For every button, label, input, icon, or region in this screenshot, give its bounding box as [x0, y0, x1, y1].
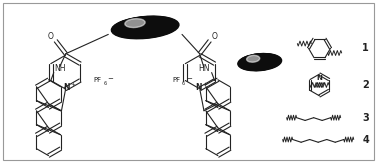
Ellipse shape [251, 58, 262, 62]
Ellipse shape [245, 56, 271, 66]
Ellipse shape [112, 16, 178, 38]
Ellipse shape [121, 19, 165, 34]
Text: +: + [202, 82, 207, 88]
Ellipse shape [134, 22, 146, 26]
Ellipse shape [238, 54, 282, 71]
Ellipse shape [239, 54, 279, 70]
Ellipse shape [250, 58, 263, 63]
Text: −: − [107, 76, 113, 82]
Text: N: N [196, 83, 202, 92]
Ellipse shape [122, 19, 163, 33]
Ellipse shape [118, 18, 169, 35]
Text: 2: 2 [362, 80, 369, 90]
Ellipse shape [123, 19, 162, 32]
Ellipse shape [116, 17, 172, 36]
Ellipse shape [128, 21, 155, 30]
Ellipse shape [247, 56, 269, 65]
Ellipse shape [131, 22, 150, 28]
Ellipse shape [247, 57, 268, 65]
Ellipse shape [114, 17, 176, 37]
Text: NH: NH [54, 64, 66, 73]
Ellipse shape [247, 55, 260, 62]
Text: 1: 1 [362, 43, 369, 53]
Ellipse shape [125, 19, 145, 28]
Ellipse shape [244, 55, 273, 67]
Ellipse shape [130, 21, 152, 29]
Ellipse shape [126, 20, 157, 31]
Ellipse shape [246, 56, 270, 66]
Text: +: + [70, 82, 75, 88]
Text: PF: PF [93, 77, 101, 83]
Ellipse shape [251, 58, 262, 62]
Ellipse shape [238, 54, 281, 70]
Text: O: O [48, 32, 54, 41]
Ellipse shape [124, 20, 159, 31]
Ellipse shape [132, 22, 148, 27]
Ellipse shape [242, 55, 275, 68]
Text: 6: 6 [182, 82, 185, 87]
Ellipse shape [247, 56, 268, 65]
Ellipse shape [120, 19, 166, 34]
Ellipse shape [244, 56, 272, 67]
Ellipse shape [248, 57, 267, 64]
Text: N: N [317, 75, 322, 81]
Ellipse shape [119, 18, 167, 34]
Ellipse shape [111, 16, 179, 39]
Ellipse shape [241, 54, 278, 69]
Text: PF: PF [172, 77, 180, 83]
Ellipse shape [124, 20, 161, 32]
Ellipse shape [121, 19, 164, 33]
Ellipse shape [253, 58, 260, 61]
Ellipse shape [252, 58, 261, 62]
Text: O: O [212, 32, 218, 41]
Ellipse shape [129, 21, 154, 29]
Ellipse shape [248, 57, 266, 64]
Ellipse shape [240, 54, 279, 69]
Ellipse shape [129, 21, 153, 29]
Ellipse shape [133, 22, 147, 27]
Ellipse shape [253, 58, 259, 61]
Text: −: − [186, 76, 192, 82]
Ellipse shape [243, 55, 274, 67]
Ellipse shape [115, 17, 173, 37]
Ellipse shape [250, 57, 265, 63]
Ellipse shape [239, 54, 280, 70]
Text: 6: 6 [103, 82, 106, 87]
Ellipse shape [241, 54, 277, 69]
Ellipse shape [113, 17, 177, 38]
Ellipse shape [118, 18, 170, 35]
Ellipse shape [241, 55, 276, 68]
Ellipse shape [135, 22, 145, 26]
Ellipse shape [245, 56, 271, 66]
Ellipse shape [249, 57, 265, 64]
Ellipse shape [115, 17, 175, 37]
Ellipse shape [132, 22, 149, 28]
Ellipse shape [126, 20, 158, 31]
Ellipse shape [250, 57, 264, 63]
Text: N: N [63, 83, 70, 92]
Ellipse shape [117, 18, 171, 36]
Ellipse shape [242, 55, 276, 68]
Text: 3: 3 [362, 113, 369, 123]
Text: 4: 4 [362, 134, 369, 145]
Ellipse shape [127, 20, 156, 30]
Text: HN: HN [198, 64, 209, 73]
Ellipse shape [244, 55, 273, 67]
